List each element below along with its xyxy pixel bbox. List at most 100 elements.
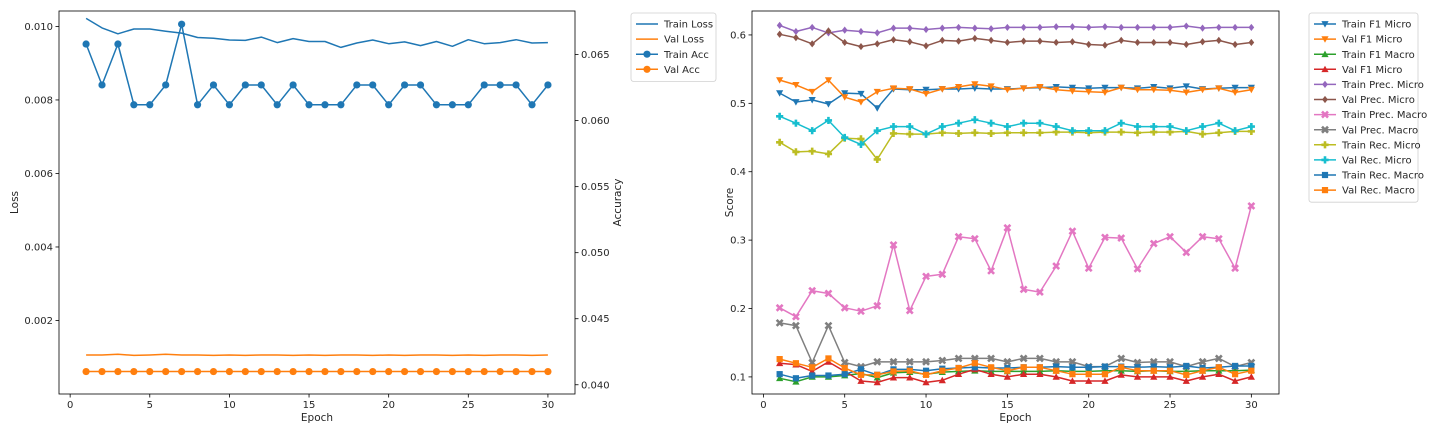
x-tick-label: 15 xyxy=(1001,400,1014,411)
data-point xyxy=(528,101,536,109)
y-tick-label: 0.4 xyxy=(730,167,746,178)
data-point xyxy=(353,367,361,376)
data-point xyxy=(178,20,186,28)
data-point xyxy=(448,101,456,109)
data-point xyxy=(1085,88,1093,96)
data-point xyxy=(954,119,963,127)
data-point xyxy=(1020,85,1028,92)
data-point xyxy=(857,377,865,384)
legend-entry: Train F1 Micro xyxy=(1314,20,1411,31)
data-point xyxy=(1084,264,1093,273)
data-point xyxy=(193,101,202,109)
data-point xyxy=(1085,127,1093,135)
data-point xyxy=(1004,367,1011,374)
legend-entry: Train Prec. Macro xyxy=(1314,110,1427,121)
data-point xyxy=(776,77,784,84)
data-point xyxy=(793,34,799,42)
data-point xyxy=(1167,38,1173,47)
legend-marker xyxy=(643,50,651,58)
data-point xyxy=(809,40,816,48)
data-point xyxy=(432,367,441,376)
legend-marker xyxy=(1321,156,1329,164)
data-point xyxy=(791,321,800,330)
data-point xyxy=(1003,373,1011,380)
data-point xyxy=(114,40,122,48)
data-point xyxy=(1053,38,1060,47)
data-point xyxy=(1069,371,1076,378)
data-point xyxy=(1150,86,1158,94)
data-point xyxy=(955,364,962,372)
data-point xyxy=(1182,83,1190,90)
data-point xyxy=(289,367,297,376)
data-point xyxy=(1247,202,1256,210)
data-point xyxy=(1068,377,1077,384)
data-point xyxy=(416,81,425,89)
data-point xyxy=(1036,129,1044,137)
data-point xyxy=(146,101,154,109)
data-point xyxy=(1182,127,1190,135)
data-point xyxy=(824,321,833,330)
data-point xyxy=(938,376,946,384)
data-point xyxy=(1052,122,1060,131)
data-point xyxy=(464,101,472,109)
data-point xyxy=(1020,23,1027,32)
series-line xyxy=(779,24,1252,34)
data-point xyxy=(544,367,552,376)
legend-label: Train F1 Micro xyxy=(1341,20,1411,31)
data-point xyxy=(321,367,329,376)
data-point xyxy=(1231,127,1239,135)
data-point xyxy=(971,129,979,137)
data-point xyxy=(1166,367,1174,374)
y2-tick-label: 0.050 xyxy=(581,248,610,259)
y-tick-label: 0.6 xyxy=(730,30,746,41)
data-point xyxy=(858,27,864,36)
data-point xyxy=(971,116,979,124)
data-point xyxy=(1166,364,1174,371)
data-point xyxy=(890,368,897,375)
legend-marker xyxy=(1321,110,1329,119)
data-point xyxy=(954,84,963,91)
series-val-prec-macro xyxy=(775,318,1256,371)
data-point xyxy=(922,272,930,281)
data-point xyxy=(889,357,898,366)
data-point xyxy=(496,81,504,89)
data-point xyxy=(906,24,913,32)
data-point xyxy=(193,367,202,376)
data-point xyxy=(1133,122,1142,131)
data-point xyxy=(1053,367,1060,374)
data-point xyxy=(369,81,377,89)
plot-frame xyxy=(751,10,1280,395)
data-point xyxy=(1068,127,1077,135)
data-point xyxy=(792,360,800,367)
data-point xyxy=(496,367,504,376)
data-point xyxy=(971,360,978,367)
data-point xyxy=(1166,357,1174,366)
data-point xyxy=(988,36,994,45)
legend-label: Train Rec. Macro xyxy=(1341,171,1424,182)
y-tick-label: 0.2 xyxy=(730,304,746,315)
legend-label: Train Loss xyxy=(663,20,713,31)
data-point xyxy=(776,359,784,367)
data-point xyxy=(1198,232,1207,241)
data-point xyxy=(939,36,946,45)
data-point xyxy=(1069,38,1076,46)
series-line xyxy=(779,322,1252,368)
data-point xyxy=(809,372,816,379)
data-point xyxy=(873,88,881,96)
data-point xyxy=(874,40,881,48)
data-point xyxy=(971,81,979,88)
data-point xyxy=(1117,371,1125,378)
legend-marker xyxy=(1321,21,1329,28)
data-point xyxy=(939,367,946,374)
data-point xyxy=(1150,38,1157,47)
data-point xyxy=(1150,373,1158,380)
data-point xyxy=(906,130,914,138)
data-point xyxy=(857,371,865,378)
data-point xyxy=(241,81,249,89)
data-point xyxy=(385,367,393,376)
data-point xyxy=(971,34,978,42)
data-point xyxy=(1199,24,1206,32)
data-point xyxy=(970,234,979,243)
x-axis-label: Epoch xyxy=(999,412,1031,424)
data-point xyxy=(1150,122,1158,131)
